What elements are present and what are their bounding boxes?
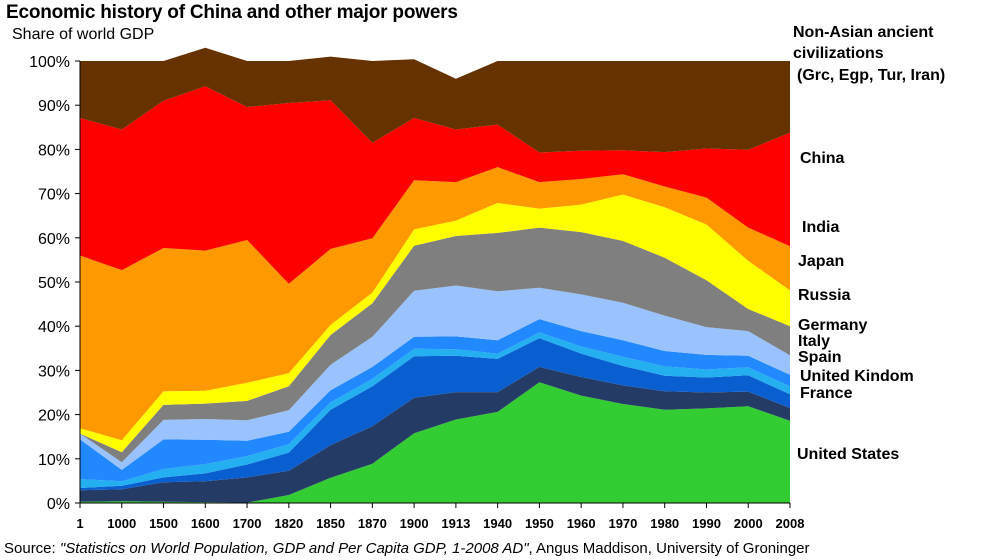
x-tick-label: 2008 xyxy=(776,516,805,531)
series-area-india xyxy=(80,167,790,441)
series-label-russia: Russia xyxy=(798,287,851,304)
series-area-united-states xyxy=(80,382,790,503)
x-tick-label: 1960 xyxy=(567,516,596,531)
x-tick-label: 1850 xyxy=(316,516,345,531)
y-tick-label: 40% xyxy=(38,319,70,336)
series-label-china: China xyxy=(800,150,845,167)
x-tick-label: 1900 xyxy=(400,516,429,531)
series-label-japan: Japan xyxy=(798,253,844,270)
x-tick-label: 1970 xyxy=(608,516,637,531)
x-tick-label: 1990 xyxy=(692,516,721,531)
y-tick-label: 100% xyxy=(29,54,70,71)
series-label-non-asian: (Grc, Egp, Tur, Iran) xyxy=(797,67,945,84)
x-tick-label: 1870 xyxy=(358,516,387,531)
series-label-india: India xyxy=(802,219,839,236)
series-label-france: France xyxy=(800,385,853,402)
y-tick-label: 50% xyxy=(38,275,70,292)
x-tick-label: 1820 xyxy=(274,516,303,531)
x-tick-label: 1940 xyxy=(483,516,512,531)
series-area-russia xyxy=(80,227,790,463)
x-tick-label: 1000 xyxy=(107,516,136,531)
source-prefix: Source: xyxy=(4,540,60,557)
y-tick-label: 10% xyxy=(38,452,70,469)
series-label-spain: Spain xyxy=(798,349,842,366)
y-tick-label: 20% xyxy=(38,408,70,425)
series-label-uk: United Kindom xyxy=(800,368,914,385)
x-tick-label: 1913 xyxy=(441,516,470,531)
series-area-china xyxy=(80,86,790,284)
y-tick-label: 80% xyxy=(38,142,70,159)
y-tick-label: 30% xyxy=(38,363,70,380)
series-area-italy xyxy=(80,319,790,482)
series-area-japan xyxy=(80,194,790,453)
x-tick-label: 1700 xyxy=(233,516,262,531)
series-label-germany: Germany xyxy=(798,317,867,334)
y-tick-label: 70% xyxy=(38,187,70,204)
series-area-non-asian-ancient-civilizations-grc-egp-tur-iran xyxy=(80,47,790,153)
source-note: Source: "Statistics on World Population,… xyxy=(4,540,810,557)
chart-subtitle: Share of world GDP xyxy=(12,26,155,43)
series-area-united-kindom xyxy=(80,338,790,491)
y-tick-label: 90% xyxy=(38,98,70,115)
series-label-non-asian: Non-Asian ancient xyxy=(793,24,934,41)
x-tick-label: 1950 xyxy=(525,516,554,531)
x-tick-label: 1500 xyxy=(149,516,178,531)
x-tick-label: 1980 xyxy=(650,516,679,531)
x-tick-label: 1 xyxy=(76,516,83,531)
source-title: "Statistics on World Population, GDP and… xyxy=(59,540,529,557)
y-tick-label: 60% xyxy=(38,231,70,248)
chart-title: Economic history of China and other majo… xyxy=(6,2,458,23)
series-label-non-asian: civilizations xyxy=(793,45,884,62)
x-tick-label: 1600 xyxy=(191,516,220,531)
series-area-germany xyxy=(80,285,790,470)
source-suffix: , Angus Maddison, University of Groninge… xyxy=(528,540,810,557)
series-label-italy: Italy xyxy=(798,333,830,350)
y-tick-label: 0% xyxy=(47,496,70,513)
series-area-france xyxy=(80,366,790,503)
x-tick-label: 2000 xyxy=(734,516,763,531)
series-label-us: United States xyxy=(797,446,899,463)
